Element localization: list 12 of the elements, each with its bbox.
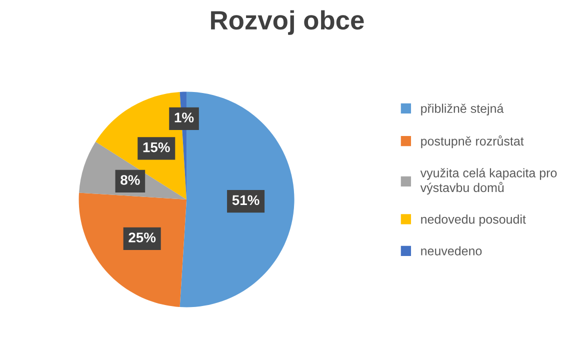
chart-title: Rozvoj obce <box>211 10 364 35</box>
data-label: 51% <box>232 195 260 206</box>
legend-label: neuvedeno <box>421 246 482 256</box>
legend-label: využita celá kapacita pro výstavbu domů <box>420 168 557 195</box>
legend-label: přibližně stejná <box>421 104 504 116</box>
data-label: 15% <box>143 142 170 152</box>
data-label: 8% <box>120 175 140 185</box>
data-label: 25% <box>128 232 156 242</box>
pie-slice <box>78 192 187 308</box>
data-label: 1% <box>174 112 194 122</box>
legend-label: nedovedu posoudit <box>421 214 526 226</box>
legend-label: postupně rozrůstat <box>421 135 524 148</box>
